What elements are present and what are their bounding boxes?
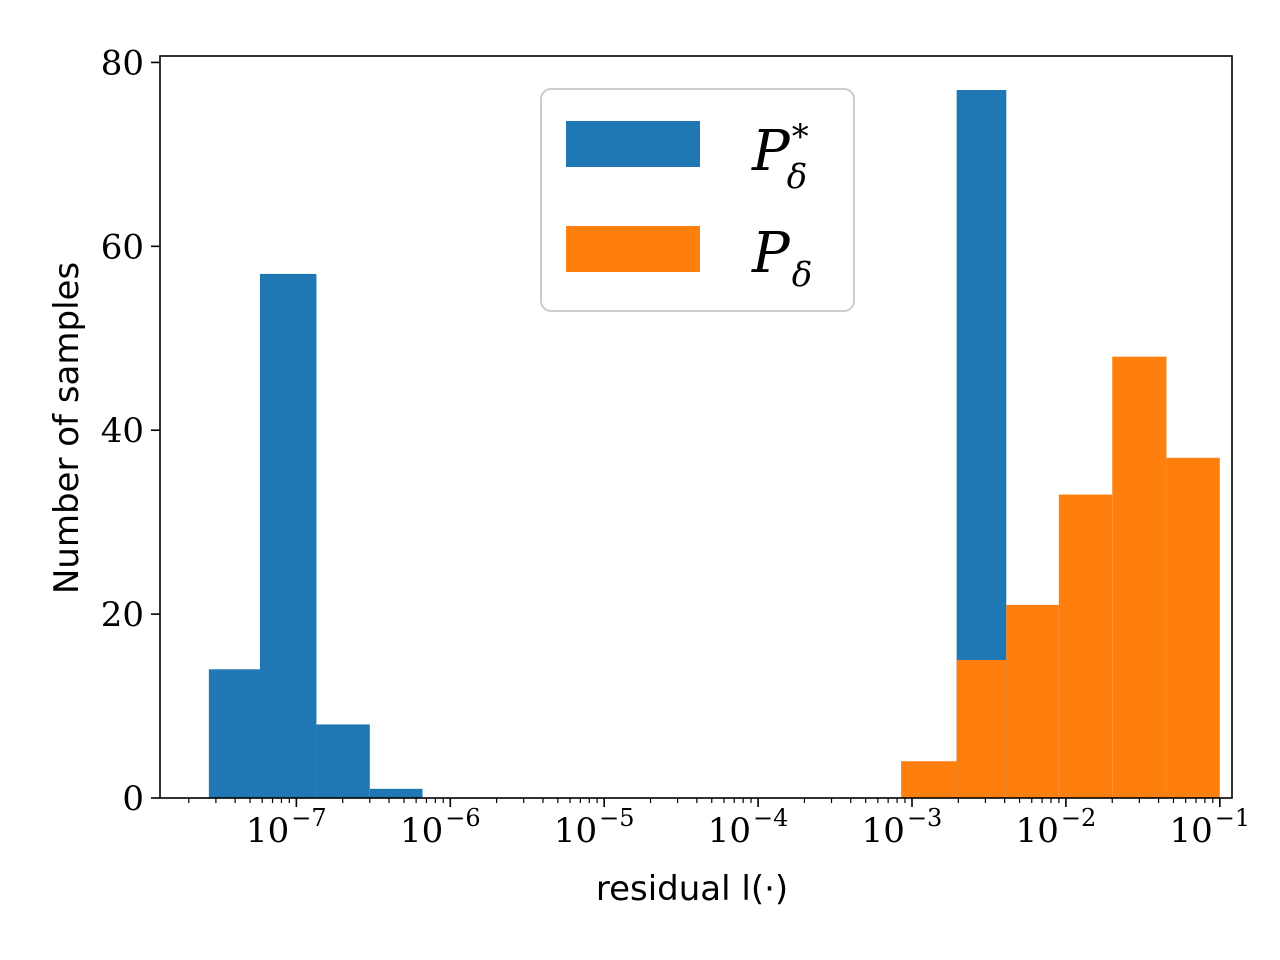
bar-series0-bin1 [259,273,317,798]
bars-layer [208,90,1220,798]
bar-series1-bin3 [1058,494,1113,798]
legend-swatch-p [566,226,700,272]
plot-frame [159,55,1233,799]
bar-series0-bin0 [208,669,260,798]
legend-label-p: Pδ [751,221,812,295]
x-tick-label: 10−5 [554,804,635,851]
bar-series0-bin3 [369,788,423,798]
bar-series1-bin4 [1112,356,1167,798]
x-tick-label: 10−2 [1016,804,1097,851]
y-tick-label: 80 [101,43,144,83]
y-tick-label: 20 [101,595,144,635]
bar-series1-bin2 [1006,604,1059,798]
legend-label-p-star: P* δ [751,117,809,197]
bar-series0-bin2 [316,724,370,798]
y-tick-label: 60 [101,227,144,267]
x-tick-label: 10−6 [400,804,481,851]
bar-series1-bin0 [901,761,957,798]
legend: P* δ Pδ [540,88,855,312]
bar-series1-bin1 [956,660,1007,798]
legend-swatch-p-star [566,121,700,167]
x-tick-label: 10−4 [708,804,789,851]
x-axis-label: residual l(·) [596,869,788,909]
bar-series1-bin5 [1166,457,1220,798]
x-tick-label: 10−1 [1169,804,1250,851]
x-axis-ticks: 10−7 10−6 10−5 10−4 10−3 10−2 10−1 [188,798,1250,851]
y-axis-label: Number of samples [47,262,87,594]
y-tick-label: 40 [101,411,144,451]
y-axis-ticks: 0 20 40 60 80 [101,43,160,819]
x-tick-label: 10−3 [862,804,943,851]
x-tick-label: 10−7 [246,804,327,851]
y-tick-label: 0 [122,779,144,819]
